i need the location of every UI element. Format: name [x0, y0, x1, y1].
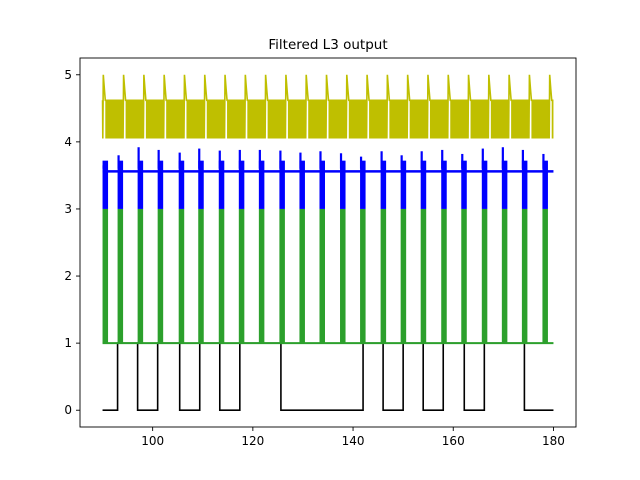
series-3-band	[450, 100, 468, 139]
series-3-band	[287, 100, 306, 139]
series-2-burst	[299, 160, 305, 209]
series-3-band	[145, 100, 164, 139]
x-axis: 100 120 140 160 180	[141, 427, 565, 448]
series-2-burst	[117, 160, 124, 209]
series-2-burst	[441, 160, 447, 209]
y-tick-label: 2	[64, 269, 72, 283]
series-1-pulse	[420, 208, 427, 344]
series-3-band	[166, 100, 184, 139]
series-3-band	[429, 100, 448, 139]
y-axis: 0 1 2 3 4 5	[64, 68, 80, 417]
series-2-burst	[461, 160, 467, 209]
series-1-pulse	[441, 208, 447, 344]
series-2-burst	[178, 160, 185, 209]
series-3-band	[267, 100, 286, 139]
x-tick-label: 120	[241, 434, 264, 448]
series-3-band	[105, 100, 123, 139]
series-2-burst	[157, 160, 164, 209]
series-2-burst	[279, 160, 285, 209]
series-2-burst	[420, 160, 427, 209]
series-3-band	[247, 100, 265, 139]
plot-area	[101, 74, 554, 412]
series-3-band	[348, 100, 367, 139]
series-1-pulse	[340, 208, 346, 344]
series-2-burst	[400, 160, 407, 209]
series-1-pulse	[117, 208, 124, 344]
series-3-band	[389, 100, 407, 139]
series-2-burst	[501, 160, 508, 209]
series-1-pulse	[319, 208, 325, 344]
series-2-burst	[102, 160, 109, 209]
series-2-burst	[360, 160, 366, 209]
series-1-pulse	[501, 208, 508, 344]
series-3-band	[531, 100, 549, 139]
series-1-pulse	[137, 208, 144, 344]
series-3-band	[551, 100, 554, 139]
y-tick-label: 5	[64, 68, 72, 82]
x-tick-label: 160	[442, 434, 465, 448]
series-1-pulse	[380, 208, 387, 344]
series-1-pulse	[360, 208, 366, 344]
series-2-burst	[340, 160, 346, 209]
series-3-band	[328, 100, 347, 139]
series-1-pulse	[198, 208, 204, 344]
series-3-band	[227, 100, 245, 139]
series-1-pulse	[218, 208, 225, 344]
series-1-pulse	[400, 208, 407, 344]
series-1-pulse	[542, 208, 548, 344]
series-1-pulse	[521, 208, 528, 344]
series-1-pulse	[157, 208, 164, 344]
series-1-pulse	[178, 208, 185, 344]
y-tick-label: 4	[64, 135, 72, 149]
y-tick-label: 1	[64, 336, 72, 350]
series-3-band	[490, 100, 509, 139]
series-3-band	[369, 100, 387, 139]
series-2-burst	[258, 160, 265, 209]
series-2-burst	[198, 160, 204, 209]
y-tick-label: 0	[64, 403, 72, 417]
x-tick-label: 180	[542, 434, 565, 448]
series-2-burst	[319, 160, 325, 209]
series-2-burst	[137, 160, 144, 209]
series-1-pulse	[481, 208, 488, 344]
series-2-burst	[521, 160, 528, 209]
series-0-line	[102, 342, 554, 412]
series-3-band	[470, 100, 489, 139]
series-2-burst	[481, 160, 488, 209]
series-1-pulse	[258, 208, 265, 344]
series-2-burst	[542, 160, 548, 209]
series-3-band	[186, 100, 204, 139]
series-3-band	[409, 100, 428, 139]
x-tick-label: 100	[141, 434, 164, 448]
series-1-pulse	[299, 208, 305, 344]
axes-frame	[79, 57, 577, 428]
chart-title: Filtered L3 output	[268, 37, 387, 53]
series-1-pulse	[102, 208, 109, 344]
y-tick-label: 3	[64, 202, 72, 216]
series-2-burst	[218, 160, 225, 209]
series-1-pulse	[461, 208, 467, 344]
series-3-band	[125, 100, 144, 139]
series-3-band	[206, 100, 225, 139]
series-3-band	[308, 100, 326, 139]
series-1-pulse	[238, 208, 245, 344]
series-2-burst	[380, 160, 387, 209]
series-2-burst	[238, 160, 245, 209]
series-3-band	[511, 100, 529, 139]
x-tick-label: 140	[342, 434, 365, 448]
series-1-pulse	[279, 208, 285, 344]
